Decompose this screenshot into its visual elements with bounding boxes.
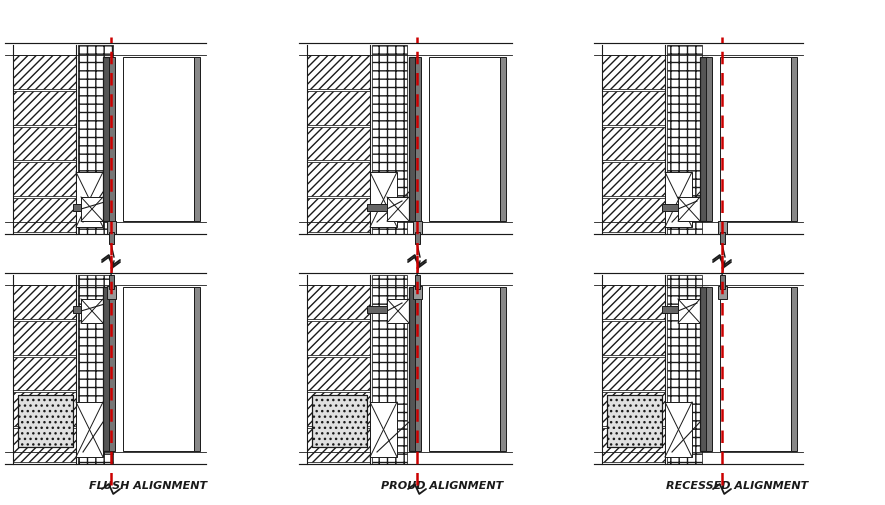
Bar	[13, 392, 76, 426]
Bar	[607, 395, 662, 447]
Text: RECESSED ALIGNMENT: RECESSED ALIGNMENT	[666, 481, 808, 491]
Bar	[602, 428, 665, 462]
Bar	[370, 172, 397, 227]
Bar	[109, 57, 115, 221]
Bar	[76, 402, 103, 457]
Bar	[602, 163, 665, 196]
Bar	[312, 395, 367, 447]
Bar	[720, 275, 725, 289]
Bar	[307, 428, 370, 462]
Bar	[415, 287, 421, 451]
Bar	[13, 127, 76, 161]
Bar	[18, 395, 73, 447]
Bar	[602, 321, 665, 355]
Bar	[307, 285, 370, 319]
Bar	[791, 287, 797, 451]
Bar	[123, 57, 194, 221]
Bar	[720, 57, 791, 221]
Bar	[13, 91, 76, 125]
Bar	[700, 287, 708, 451]
Bar	[387, 197, 409, 221]
Bar	[500, 57, 506, 221]
Bar	[307, 321, 370, 355]
Bar	[413, 286, 422, 299]
Bar	[76, 172, 103, 227]
Bar	[13, 321, 76, 355]
Bar	[370, 402, 397, 457]
Bar	[13, 198, 76, 232]
Bar	[667, 45, 702, 234]
Bar	[78, 275, 113, 464]
Text: PROUD ALIGNMENT: PROUD ALIGNMENT	[381, 481, 504, 491]
Bar	[78, 45, 113, 234]
Bar	[81, 197, 103, 221]
Bar	[413, 221, 422, 234]
Bar	[107, 221, 116, 234]
Bar	[791, 57, 797, 221]
Bar	[500, 287, 506, 451]
Bar	[415, 275, 420, 289]
Bar	[307, 357, 370, 390]
Bar	[602, 91, 665, 125]
Bar	[429, 287, 500, 451]
Bar	[720, 232, 725, 244]
Bar	[18, 395, 73, 447]
Bar	[665, 402, 692, 457]
Bar	[307, 91, 370, 125]
Bar	[718, 286, 727, 299]
Bar	[13, 357, 76, 390]
Bar	[602, 127, 665, 161]
Bar	[602, 198, 665, 232]
Bar	[706, 57, 712, 221]
Bar	[13, 285, 76, 319]
Bar	[662, 307, 678, 314]
Bar	[109, 275, 114, 289]
Bar	[307, 198, 370, 232]
Bar	[103, 287, 111, 451]
Bar	[307, 55, 370, 89]
Bar	[720, 287, 791, 451]
Bar	[429, 57, 500, 221]
Bar	[107, 286, 116, 299]
Bar	[718, 221, 727, 234]
Bar	[665, 172, 692, 227]
Bar	[123, 287, 194, 451]
Bar	[13, 163, 76, 196]
Bar	[706, 287, 712, 451]
Bar	[607, 395, 662, 447]
Bar	[409, 287, 417, 451]
Bar	[81, 299, 103, 323]
Bar	[103, 57, 111, 221]
Bar	[372, 275, 407, 464]
Bar	[73, 307, 81, 314]
Bar	[602, 285, 665, 319]
Bar	[307, 163, 370, 196]
Bar	[367, 307, 387, 314]
Bar	[700, 57, 708, 221]
Bar	[194, 57, 200, 221]
Bar	[415, 232, 420, 244]
Bar	[602, 357, 665, 390]
Bar	[678, 299, 700, 323]
Bar	[312, 395, 367, 447]
Bar	[109, 287, 115, 451]
Bar	[415, 57, 421, 221]
Bar	[307, 127, 370, 161]
Bar	[409, 57, 417, 221]
Bar	[194, 287, 200, 451]
Bar	[13, 428, 76, 462]
Bar	[667, 275, 702, 464]
Bar	[602, 55, 665, 89]
Bar	[109, 232, 114, 244]
Bar	[602, 392, 665, 426]
Bar	[73, 205, 81, 212]
Bar	[307, 392, 370, 426]
Bar	[662, 205, 678, 212]
Bar	[387, 299, 409, 323]
Text: FLUSH ALIGNMENT: FLUSH ALIGNMENT	[88, 481, 207, 491]
Bar	[367, 205, 387, 212]
Bar	[13, 55, 76, 89]
Bar	[372, 45, 407, 234]
Bar	[678, 197, 700, 221]
